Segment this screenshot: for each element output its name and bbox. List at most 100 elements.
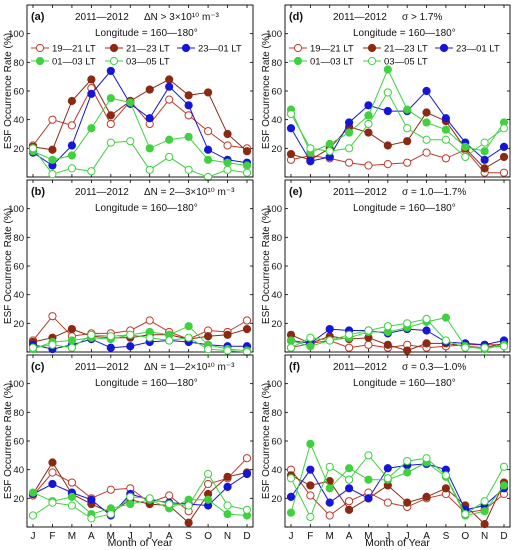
data-point xyxy=(306,481,315,490)
legend-entry: 21—23 LT xyxy=(363,44,428,55)
series-line xyxy=(290,463,505,511)
y-tick-label: 20 xyxy=(271,494,282,505)
data-point xyxy=(441,154,451,163)
panel-period: 2011—2012 xyxy=(75,12,129,23)
x-tick-label: F xyxy=(307,531,313,542)
series-line xyxy=(290,149,504,174)
y-tick-label: 100 xyxy=(266,379,282,390)
data-point xyxy=(67,324,77,334)
data-point xyxy=(106,94,115,103)
data-point xyxy=(325,139,334,149)
data-point xyxy=(223,472,232,481)
data-point xyxy=(223,330,232,339)
y-tick-label: 80 xyxy=(271,408,282,419)
data-point xyxy=(441,484,451,493)
data-point xyxy=(67,96,77,106)
data-point xyxy=(383,474,392,483)
data-point xyxy=(344,158,354,167)
data-point xyxy=(441,471,451,480)
legend-label: 19—21 LT xyxy=(310,44,354,55)
data-point xyxy=(145,316,154,325)
panel-period: 2011—2012 xyxy=(333,187,387,198)
legend-label: 03—05 LT xyxy=(126,57,170,68)
data-point xyxy=(87,89,96,98)
legend-entry: 19—21 LT xyxy=(31,44,96,55)
data-point xyxy=(364,475,373,484)
data-point xyxy=(286,149,296,159)
y-tick-label: 100 xyxy=(266,204,282,215)
data-point xyxy=(403,346,412,355)
data-point xyxy=(48,340,57,349)
panel-longitude: Longitude = 160—180° xyxy=(95,203,198,214)
data-point xyxy=(441,135,451,144)
panel-label: (c) xyxy=(31,361,45,373)
data-point xyxy=(344,464,354,473)
x-axis-label: Month of Year xyxy=(365,537,430,549)
data-point xyxy=(364,119,373,129)
panel-condition: ΔN > 3×10¹⁰ m⁻³ xyxy=(144,12,220,23)
legend-entry: 01—03 LT xyxy=(31,57,96,68)
data-point xyxy=(344,343,354,352)
legend-label: 23—01 LT xyxy=(456,44,500,55)
data-point xyxy=(165,491,174,500)
legend-label: 01—03 LT xyxy=(310,57,354,68)
legend-label: 23—01 LT xyxy=(198,44,242,55)
data-point xyxy=(364,494,373,503)
data-point xyxy=(306,512,315,522)
series-line xyxy=(32,461,248,524)
data-point xyxy=(403,456,412,466)
x-tick-label: D xyxy=(243,531,250,542)
data-point xyxy=(325,147,334,156)
y-tick-label: 100 xyxy=(8,379,24,390)
legend-entry: 01—03 LT xyxy=(289,57,354,68)
data-point xyxy=(184,132,193,141)
data-point xyxy=(67,141,77,150)
y-tick-label: 80 xyxy=(13,58,24,69)
y-tick-label: 20 xyxy=(271,319,282,330)
data-point xyxy=(422,118,431,127)
data-point xyxy=(223,509,232,519)
data-point xyxy=(126,98,135,107)
data-point xyxy=(403,498,412,507)
legend-entry: 23—01 LT xyxy=(435,44,500,55)
data-point xyxy=(422,454,431,463)
data-point xyxy=(499,481,509,490)
x-tick-label: J xyxy=(31,531,36,542)
y-tick-label: 60 xyxy=(271,262,282,273)
y-tick-label: 80 xyxy=(13,233,24,244)
y-tick-label: 40 xyxy=(13,115,24,126)
y-tick-label: 20 xyxy=(13,144,24,155)
panel-longitude: Longitude = 160—180° xyxy=(353,203,456,214)
data-point xyxy=(499,152,509,162)
panel-longitude: Longitude = 160—180° xyxy=(95,28,198,39)
legend-label: 19—21 LT xyxy=(52,44,96,55)
data-point xyxy=(106,119,115,129)
y-tick-label: 100 xyxy=(266,29,282,40)
y-tick-label: 60 xyxy=(271,87,282,98)
x-tick-label: D xyxy=(500,531,507,542)
legend-entry: 23—01 LT xyxy=(177,44,242,55)
x-tick-label: O xyxy=(204,531,212,542)
panel-label: (b) xyxy=(31,186,45,198)
x-tick-label: N xyxy=(481,531,488,542)
data-point xyxy=(87,514,96,523)
data-point xyxy=(383,340,392,349)
panel-longitude: Longitude = 160—180° xyxy=(353,378,456,389)
series-5 xyxy=(28,469,252,523)
x-tick-label: A xyxy=(166,531,173,542)
y-tick-label: 100 xyxy=(8,29,24,40)
data-point xyxy=(403,124,412,133)
data-point xyxy=(48,498,57,507)
y-axis-label: ESF Occurrence Rate (%) xyxy=(3,383,14,499)
data-point xyxy=(286,336,296,345)
data-point xyxy=(145,165,154,174)
legend-marker xyxy=(35,56,45,66)
data-point xyxy=(184,501,193,510)
data-point xyxy=(306,144,315,153)
y-tick-label: 80 xyxy=(271,233,282,244)
data-point xyxy=(67,492,77,501)
data-point xyxy=(364,101,373,110)
data-point xyxy=(48,468,57,477)
panel-longitude: Longitude = 160—180° xyxy=(95,378,198,389)
